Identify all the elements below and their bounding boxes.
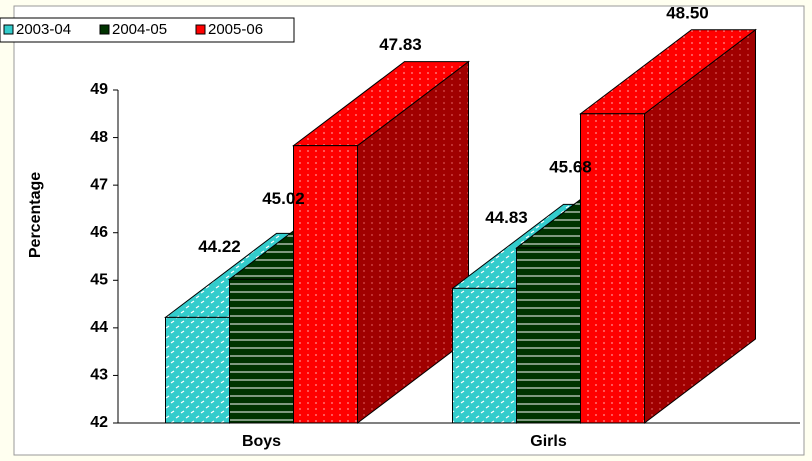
x-tick-label: Girls <box>530 433 567 450</box>
x-tick-label: Boys <box>242 433 281 450</box>
y-tick-label: 43 <box>90 367 108 384</box>
legend: 2003-04 2004-05 2005-06 <box>0 17 295 43</box>
y-tick-label: 49 <box>90 81 108 98</box>
legend-swatch <box>3 24 14 35</box>
bar <box>293 145 358 424</box>
legend-box <box>0 17 295 43</box>
bar <box>452 287 517 424</box>
value-label: 48.50 <box>666 3 709 22</box>
y-tick-label: 46 <box>90 224 108 241</box>
y-tick-label: 45 <box>90 272 108 289</box>
y-axis-label: Percentage <box>27 172 44 258</box>
y-tick-label: 44 <box>90 319 108 336</box>
value-label: 45.02 <box>262 189 305 208</box>
y-tick-label: 47 <box>90 176 108 193</box>
value-label: 45.68 <box>549 157 592 176</box>
legend-swatch <box>195 24 206 35</box>
y-tick-label: 48 <box>90 129 108 146</box>
value-label: 44.83 <box>485 208 528 227</box>
bar <box>229 278 294 424</box>
bar <box>516 247 581 424</box>
legend-label: 2004-05 <box>112 21 167 38</box>
legend-label: 2003-04 <box>16 21 71 38</box>
legend-label: 2005-06 <box>208 21 263 38</box>
value-label: 47.83 <box>379 35 422 54</box>
y-tick-label: 42 <box>90 414 108 431</box>
legend-swatch <box>99 24 110 35</box>
bar <box>165 316 230 424</box>
value-label: 44.22 <box>198 237 241 256</box>
bar <box>580 113 645 424</box>
